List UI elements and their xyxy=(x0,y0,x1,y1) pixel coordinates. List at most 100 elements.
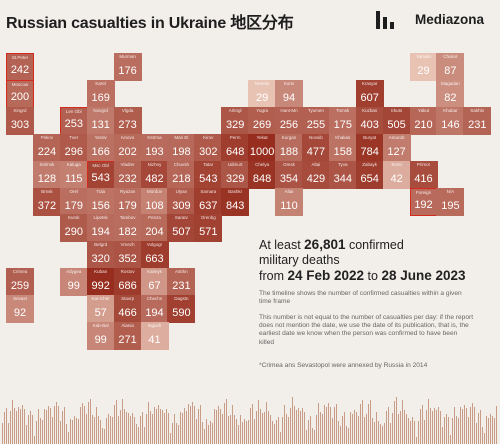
region-tile[interactable]: Mari El 198 xyxy=(167,133,196,162)
region-tile[interactable]: Sevast 92 xyxy=(6,295,34,324)
region-tile[interactable]: Buryat 784 xyxy=(355,133,384,162)
region-tile[interactable]: Tambov 182 xyxy=(113,214,142,243)
region-tile[interactable]: Chelya 848 xyxy=(248,160,277,189)
region-tile[interactable]: Arkngl 329 xyxy=(221,106,250,135)
timeline-bar xyxy=(26,424,27,444)
region-tile[interactable]: Tyumen 255 xyxy=(301,106,330,135)
region-tile[interactable]: Saratv 507 xyxy=(167,214,196,243)
region-tile[interactable]: Kalmyk 67 xyxy=(140,268,169,297)
region-tile[interactable]: Tula 156 xyxy=(86,187,115,216)
region-tile[interactable]: Yakut 210 xyxy=(409,106,438,135)
region-tile[interactable]: Yamalo 29 xyxy=(409,53,438,81)
region-tile[interactable]: Mordov 108 xyxy=(140,187,169,216)
region-tile[interactable]: Komi 94 xyxy=(275,79,303,108)
region-tile[interactable]: Vlgda 273 xyxy=(113,106,142,135)
region-code: Vrnezh xyxy=(120,242,135,248)
region-tile[interactable]: Altai 429 xyxy=(301,160,330,189)
region-tile[interactable]: Novsib 477 xyxy=(301,133,330,162)
region-tile[interactable]: Kuzbas 403 xyxy=(355,106,384,135)
timeline-bar xyxy=(114,404,115,444)
region-tile[interactable]: Irkuts 505 xyxy=(382,106,411,135)
end-date: 28 June 2023 xyxy=(381,268,466,283)
region-tile[interactable]: Msc Obl 543 xyxy=(86,160,115,189)
region-tile[interactable]: Vladmr 232 xyxy=(113,160,142,189)
region-tile[interactable]: St.Peter 242 xyxy=(6,53,34,81)
region-tile[interactable]: Astrkn 231 xyxy=(167,268,196,297)
timeline-bar xyxy=(86,413,87,444)
region-tile[interactable]: Moscow 200 xyxy=(6,79,34,108)
region-tile[interactable]: Volgogr 663 xyxy=(140,241,169,270)
region-tile[interactable]: Dagstn 590 xyxy=(167,295,196,324)
region-tile[interactable]: Adygea 99 xyxy=(59,268,88,297)
timeline-strip[interactable] xyxy=(0,392,500,444)
region-tile[interactable]: Crimea 259 xyxy=(6,268,34,297)
region-tile[interactable]: Ivnovo 202 xyxy=(113,133,142,162)
region-tile[interactable]: Len Obl 253 xyxy=(59,106,88,135)
region-tile[interactable]: Kar-Cher 57 xyxy=(86,295,115,324)
region-tile[interactable]: Foreign 192 xyxy=(409,187,438,216)
region-tile[interactable]: Kingrd 303 xyxy=(6,106,34,135)
region-tile[interactable]: Orenbg 571 xyxy=(194,214,223,243)
region-tile[interactable]: Yekat 1000 xyxy=(248,133,277,162)
region-tile[interactable]: Magadan 82 xyxy=(436,79,465,108)
region-tile[interactable]: Novgrd 131 xyxy=(86,106,115,135)
region-tile[interactable]: Brnsk 372 xyxy=(32,187,61,216)
region-tile[interactable]: Tatar 543 xyxy=(194,160,223,189)
region-tile[interactable]: Nenets 29 xyxy=(248,79,277,108)
region-tile[interactable]: Pskov 224 xyxy=(32,133,61,162)
region-tile[interactable]: Ryazan 179 xyxy=(113,187,142,216)
region-tile[interactable]: Tyva 344 xyxy=(328,160,357,189)
region-tile[interactable]: Kirov 302 xyxy=(194,133,223,162)
region-tile[interactable]: Alania 271 xyxy=(113,322,142,350)
region-tile[interactable]: Krasyar 607 xyxy=(355,79,384,108)
region-tile[interactable]: Penza 204 xyxy=(140,214,169,243)
timeline-bar xyxy=(34,435,35,444)
timeline-bar xyxy=(208,424,209,444)
region-tile[interactable]: Samara 637 xyxy=(194,187,223,216)
region-tile[interactable]: Amurob 127 xyxy=(382,133,411,162)
region-tile[interactable]: Altai 110 xyxy=(275,187,303,216)
region-tile[interactable]: Perm 648 xyxy=(221,133,250,162)
region-tile[interactable]: Udmurt 329 xyxy=(221,160,250,189)
region-tile[interactable]: Kab-Bal 99 xyxy=(86,322,115,350)
region-tile[interactable]: Kstrma 193 xyxy=(140,133,169,162)
region-tile[interactable]: Zabayk 654 xyxy=(355,160,384,189)
region-tile[interactable]: Vrnezh 352 xyxy=(113,241,142,270)
timeline-bar xyxy=(146,414,147,444)
region-tile[interactable]: Chechn 194 xyxy=(140,295,169,324)
region-tile[interactable]: Bashkr 843 xyxy=(221,187,250,216)
region-tile[interactable]: Lipetsk 194 xyxy=(86,214,115,243)
region-tile[interactable]: Rostov 686 xyxy=(113,268,142,297)
region-tile[interactable]: Khabar 146 xyxy=(436,106,465,135)
region-tile[interactable]: Kurgan 188 xyxy=(275,133,303,162)
region-tile[interactable]: Smlnsk 128 xyxy=(32,160,61,189)
region-tile[interactable]: Nizhny 482 xyxy=(140,160,169,189)
region-tile[interactable]: Hant-Mn 256 xyxy=(275,106,303,135)
region-tile[interactable]: N/A 195 xyxy=(436,187,465,216)
region-tile[interactable]: Yugra 269 xyxy=(248,106,277,135)
region-tile[interactable]: Murman 176 xyxy=(113,53,142,81)
region-tile[interactable]: Orel 179 xyxy=(59,187,88,216)
region-tile[interactable]: Ingush 41 xyxy=(140,322,169,350)
region-tile[interactable]: Evrei 42 xyxy=(382,160,411,189)
region-tile[interactable]: Tver 296 xyxy=(59,133,88,162)
timeline-bar xyxy=(342,416,343,444)
region-tile[interactable]: Belgrd 320 xyxy=(86,241,115,270)
region-tile[interactable]: Omsk 354 xyxy=(275,160,303,189)
region-tile[interactable]: Chukot 87 xyxy=(436,53,465,81)
region-tile[interactable]: Stavrp 466 xyxy=(113,295,142,324)
region-tile[interactable]: Khakas 158 xyxy=(328,133,357,162)
headline-prefix: At least xyxy=(259,238,301,252)
region-tile[interactable]: Tomsk 175 xyxy=(328,106,357,135)
region-tile[interactable]: Primor 416 xyxy=(409,160,438,189)
region-tile[interactable]: Kursk 290 xyxy=(59,214,88,243)
region-tile[interactable]: Sakhln 231 xyxy=(463,106,492,135)
timeline-bar xyxy=(8,422,9,444)
region-tile[interactable]: Kuban 992 xyxy=(86,268,115,297)
region-tile[interactable]: Kaluga 115 xyxy=(59,160,88,189)
timeline-bar xyxy=(330,406,331,444)
region-tile[interactable]: Karel 169 xyxy=(86,79,115,108)
region-tile[interactable]: Chuvsh 218 xyxy=(167,160,196,189)
region-tile[interactable]: Yarslv 166 xyxy=(86,133,115,162)
region-tile[interactable]: Ulyan 309 xyxy=(167,187,196,216)
